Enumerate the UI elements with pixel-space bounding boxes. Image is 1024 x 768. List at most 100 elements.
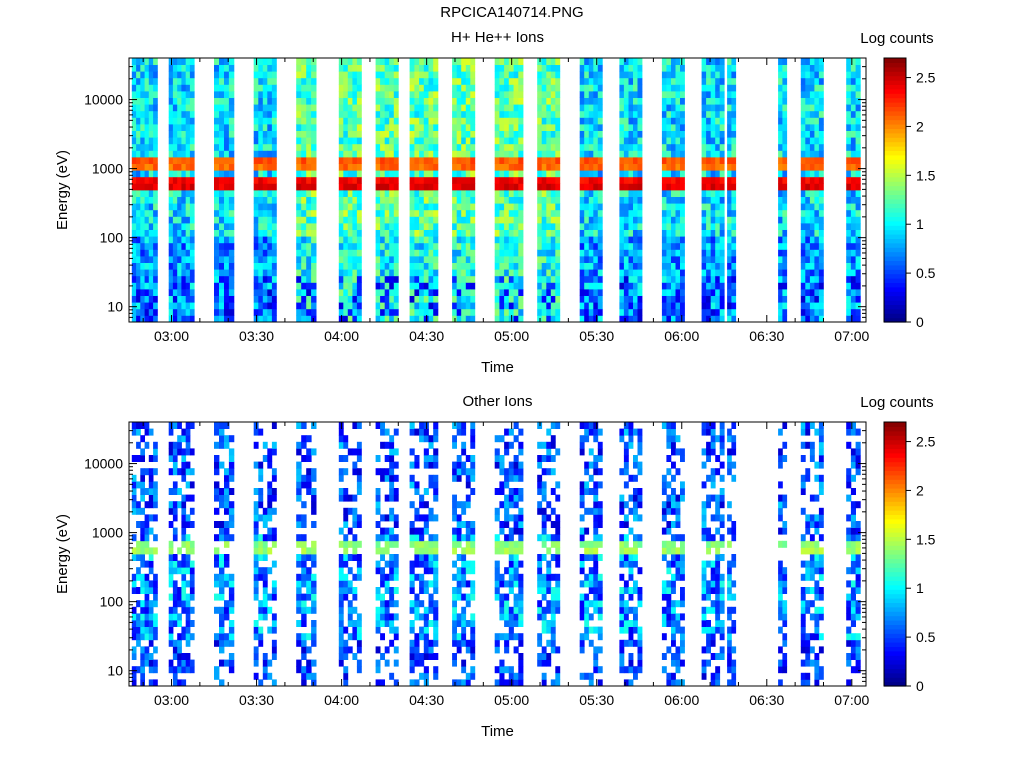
heatmap-cell xyxy=(584,216,590,224)
heatmap-cell xyxy=(470,455,476,462)
heatmap-cell xyxy=(504,229,510,237)
heatmap-cell xyxy=(296,110,302,118)
heatmap-cell xyxy=(715,176,721,184)
heatmap-cell xyxy=(597,91,603,98)
heatmap-cell xyxy=(389,540,395,548)
heatmap-cell xyxy=(301,71,307,79)
heatmap-cell xyxy=(541,176,547,184)
heatmap-cell xyxy=(177,435,182,443)
colorbar-swatch xyxy=(884,234,906,239)
heatmap-cell xyxy=(356,209,362,217)
heatmap-cell xyxy=(356,170,362,178)
heatmap-cell xyxy=(219,606,225,614)
heatmap-cell xyxy=(168,521,174,528)
heatmap-cell xyxy=(296,573,302,581)
heatmap-cell xyxy=(588,196,594,204)
heatmap-cell xyxy=(267,593,273,601)
heatmap-cell xyxy=(352,170,358,178)
heatmap-cell xyxy=(800,315,806,323)
heatmap-cell xyxy=(809,216,815,224)
heatmap-cell xyxy=(423,84,429,92)
heatmap-cell xyxy=(219,633,225,641)
heatmap-cell xyxy=(661,183,667,191)
heatmap-cell xyxy=(384,77,390,85)
heatmap-cell xyxy=(311,560,317,568)
heatmap-cell xyxy=(456,269,462,277)
heatmap-cell xyxy=(671,269,676,277)
heatmap-cell xyxy=(623,196,629,204)
heatmap-cell xyxy=(271,196,277,204)
heatmap-cell xyxy=(818,223,824,230)
heatmap-cell xyxy=(140,97,145,105)
heatmap-cell xyxy=(499,672,505,680)
heatmap-cell xyxy=(168,308,174,316)
heatmap-cell xyxy=(419,659,425,667)
heatmap-cell xyxy=(168,196,174,204)
heatmap-cell xyxy=(214,110,220,118)
heatmap-cell xyxy=(267,455,273,462)
heatmap-cell xyxy=(144,527,150,535)
heatmap-cell xyxy=(144,626,150,634)
heatmap-cell xyxy=(814,64,820,72)
heatmap-cell xyxy=(433,124,439,131)
heatmap-cell xyxy=(452,170,457,178)
heatmap-cell xyxy=(461,547,467,555)
heatmap-cell xyxy=(846,229,852,237)
heatmap-cell xyxy=(428,190,434,197)
heatmap-cell xyxy=(855,183,861,191)
heatmap-cell xyxy=(409,77,415,85)
heatmap-cell xyxy=(224,633,230,641)
heatmap-cell xyxy=(296,256,302,263)
heatmap-cell xyxy=(701,216,707,224)
colorbar-swatch xyxy=(884,124,906,129)
heatmap-cell xyxy=(423,461,429,469)
heatmap-cell xyxy=(456,501,462,509)
heatmap-cell xyxy=(219,501,225,509)
heatmap-cell xyxy=(579,196,585,204)
colorbar-swatch xyxy=(884,264,906,270)
heatmap-cell xyxy=(782,150,788,158)
heatmap-cell xyxy=(452,77,457,85)
heatmap-cell xyxy=(306,91,312,98)
heatmap-cell xyxy=(661,124,667,131)
heatmap-cell xyxy=(144,104,150,112)
heatmap-cell xyxy=(380,104,385,112)
heatmap-cell xyxy=(384,540,390,548)
heatmap-cell xyxy=(311,183,317,191)
heatmap-cell xyxy=(140,587,145,594)
heatmap-cell xyxy=(710,58,716,65)
heatmap-cell xyxy=(271,282,277,290)
heatmap-cell xyxy=(628,262,634,270)
heatmap-cell xyxy=(131,256,137,263)
heatmap-cell xyxy=(185,196,191,204)
heatmap-cell xyxy=(338,593,344,601)
heatmap-cell xyxy=(253,150,259,158)
heatmap-cell xyxy=(513,130,519,138)
heatmap-cell xyxy=(148,143,154,151)
heatmap-cell xyxy=(715,58,721,65)
heatmap-cell xyxy=(428,196,434,204)
heatmap-cell xyxy=(680,84,685,92)
heatmap-cell xyxy=(518,216,524,224)
heatmap-cell xyxy=(347,606,353,614)
heatmap-cell xyxy=(389,236,395,244)
heatmap-cell xyxy=(306,295,312,303)
heatmap-cell xyxy=(343,540,349,548)
heatmap-cell xyxy=(253,229,259,237)
heatmap-cell xyxy=(356,295,362,303)
heatmap-cell xyxy=(731,302,737,310)
heatmap-cell xyxy=(470,64,476,72)
heatmap-cell xyxy=(258,302,264,310)
heatmap-cell xyxy=(419,626,425,634)
heatmap-cell xyxy=(181,580,187,588)
heatmap-cell xyxy=(352,91,358,98)
heatmap-cell xyxy=(409,163,415,171)
y-tick-label: 100 xyxy=(100,230,124,246)
heatmap-cell xyxy=(301,256,307,263)
heatmap-cell xyxy=(666,84,672,92)
heatmap-cell xyxy=(140,84,145,92)
heatmap-cell xyxy=(504,223,510,230)
heatmap-cell xyxy=(593,117,599,125)
heatmap-cell xyxy=(258,143,264,151)
heatmap-cell xyxy=(271,143,277,151)
